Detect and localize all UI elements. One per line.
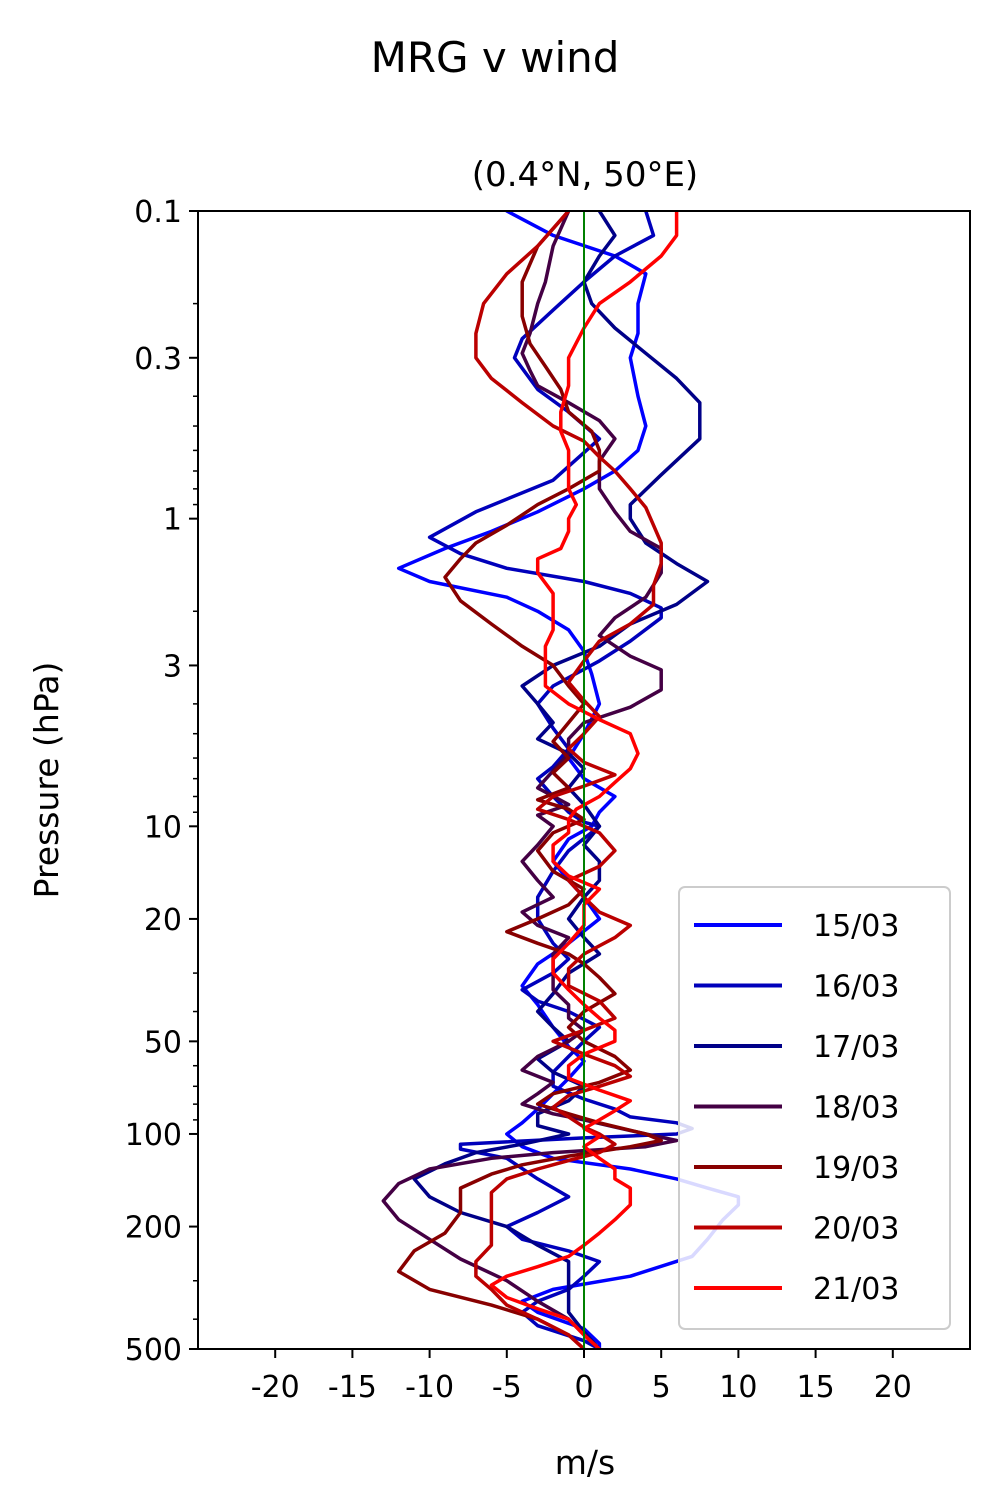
y-tick-label: 20	[144, 903, 182, 938]
legend-box	[678, 886, 951, 1330]
y-tick-label: 3	[163, 649, 182, 684]
legend-label: 19/03	[813, 1151, 899, 1186]
x-tick-label: -5	[492, 1370, 522, 1405]
y-tick-label: 10	[144, 810, 182, 845]
series-line-3	[412, 211, 710, 1349]
y-tick-label: 200	[125, 1211, 182, 1246]
chart-subtitle: (0.4°N, 50°E)	[472, 155, 698, 195]
y-tick-label: 1	[163, 503, 182, 538]
y-tick-label: 50	[144, 1025, 182, 1060]
y-tick-label: 100	[125, 1118, 182, 1153]
legend: 15/03 16/03 17/03 18/03 19/03 20/03 21/03	[678, 886, 951, 1330]
x-tick-label: -10	[405, 1370, 454, 1405]
legend-label: 15/03	[813, 909, 899, 944]
chart-title: MRG v wind	[371, 33, 620, 82]
legend-label: 20/03	[813, 1212, 899, 1247]
series-line-6	[474, 211, 663, 1349]
y-tick-label: 0.1	[134, 195, 182, 230]
x-tick-label: 0	[574, 1370, 593, 1405]
legend-label: 17/03	[813, 1030, 899, 1065]
x-tick-label: -15	[328, 1370, 377, 1405]
series-line-4	[381, 211, 679, 1349]
legend-label: 21/03	[813, 1272, 899, 1307]
legend-label: 16/03	[813, 970, 899, 1005]
y-tick-label: 0.3	[134, 342, 182, 377]
x-axis-title: m/s	[555, 1443, 615, 1482]
legend-label: 18/03	[813, 1091, 899, 1126]
x-tick-label: 20	[874, 1370, 912, 1405]
x-tick-label: 15	[797, 1370, 835, 1405]
x-tick-label: -20	[251, 1370, 300, 1405]
plot-area: -20 -15 -10 -5 0 5 10 15 20 0.1 0.3 1 3 10 20 50 100 200 5…	[125, 195, 971, 1405]
series-line-2	[427, 211, 694, 1349]
y-axis-title: Pressure (hPa)	[27, 662, 66, 899]
y-tick-label: 500	[125, 1333, 182, 1368]
x-tick-label: 10	[719, 1370, 757, 1405]
x-tick-label: 5	[652, 1370, 671, 1405]
